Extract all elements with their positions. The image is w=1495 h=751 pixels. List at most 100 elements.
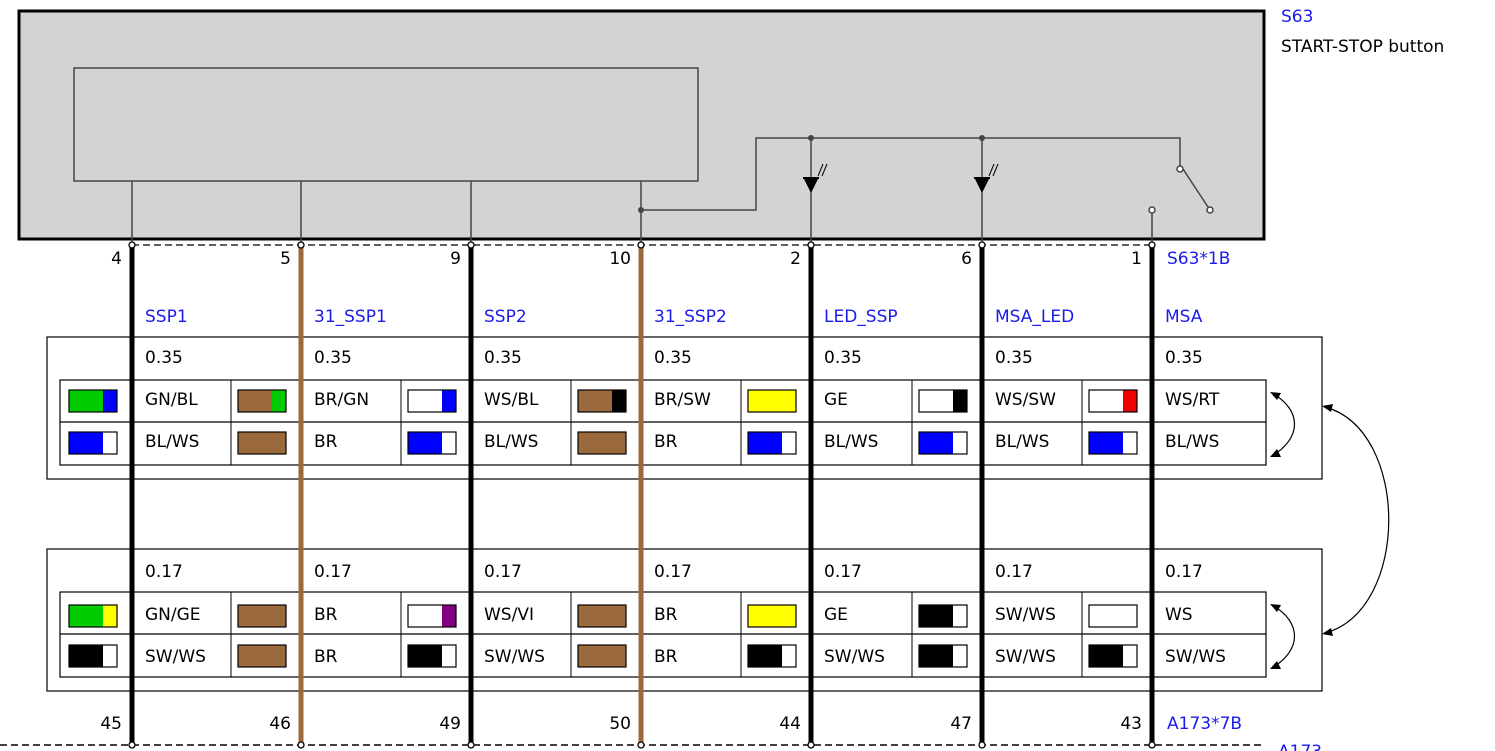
wire-color-swatch bbox=[577, 644, 627, 668]
pin-terminal bbox=[978, 241, 986, 249]
wire-size: 0.17 bbox=[995, 562, 1033, 582]
pin-number-top: 9 bbox=[450, 249, 461, 269]
pin-number-bottom: 47 bbox=[950, 714, 972, 734]
wire-size: 0.35 bbox=[995, 348, 1033, 368]
led-icon bbox=[974, 163, 999, 193]
wire-color-code: BL/WS bbox=[824, 432, 878, 452]
signal-name: SSP2 bbox=[484, 307, 527, 327]
wire-color-swatch bbox=[1088, 604, 1138, 628]
signal-name: MSA bbox=[1165, 307, 1203, 327]
connector-top-label: S63*1B bbox=[1167, 249, 1230, 269]
pin-number-top: 6 bbox=[961, 249, 972, 269]
pin-terminal bbox=[637, 741, 645, 749]
wire-color-swatch bbox=[68, 431, 118, 455]
wire-size: 0.17 bbox=[484, 562, 522, 582]
pin-number-top: 4 bbox=[111, 249, 122, 269]
wire-size: 0.35 bbox=[314, 348, 352, 368]
wire-color-code: WS/BL bbox=[484, 390, 539, 410]
component-name: START-STOP button bbox=[1281, 37, 1444, 57]
pin-terminal bbox=[297, 741, 305, 749]
wire-color-swatch bbox=[68, 389, 118, 413]
wire-color-swatch bbox=[747, 389, 797, 413]
pin-terminal bbox=[978, 741, 986, 749]
pin-number-bottom: 45 bbox=[100, 714, 122, 734]
wire-color-swatch bbox=[237, 389, 287, 413]
wire-layer: 4 45 SSP1 0.35 GN/BL BL/WS 0.17 GN/GE SW/WS 5 46 31… bbox=[68, 241, 1226, 749]
wire-color-code: BR bbox=[314, 605, 338, 625]
wire-color-swatch bbox=[237, 604, 287, 628]
control-module-box bbox=[73, 67, 699, 182]
wire-color-swatch bbox=[577, 431, 627, 455]
wire-size: 0.35 bbox=[484, 348, 522, 368]
wire-size: 0.35 bbox=[654, 348, 692, 368]
wire-size: 0.17 bbox=[654, 562, 692, 582]
wire-size: 0.17 bbox=[824, 562, 862, 582]
wire-color-swatch bbox=[237, 431, 287, 455]
wire-color-code: WS/RT bbox=[1165, 390, 1220, 410]
pin-number-bottom: 46 bbox=[269, 714, 291, 734]
wire-color-code: GE bbox=[824, 605, 848, 625]
wire-color-swatch bbox=[577, 604, 627, 628]
wire-color-swatch bbox=[407, 389, 457, 413]
wire-color-swatch bbox=[747, 644, 797, 668]
wire-color-code: SW/WS bbox=[1165, 647, 1226, 667]
wire-size: 0.17 bbox=[1165, 562, 1203, 582]
wire-size: 0.17 bbox=[314, 562, 352, 582]
wire-color-swatch bbox=[577, 389, 627, 413]
wire-color-swatch bbox=[747, 431, 797, 455]
pin-number-top: 5 bbox=[280, 249, 291, 269]
wire-color-code: BR bbox=[314, 647, 338, 667]
wire-color-code: WS/VI bbox=[484, 605, 534, 625]
wire-color-code: GE bbox=[824, 390, 848, 410]
wire-color-code: SW/WS bbox=[824, 647, 885, 667]
signal-name: MSA_LED bbox=[995, 307, 1074, 327]
wire-color-code: GN/GE bbox=[145, 605, 201, 625]
pin-terminal bbox=[297, 241, 305, 249]
pin-terminal bbox=[1148, 741, 1156, 749]
signal-name: 31_SSP1 bbox=[314, 307, 387, 327]
wire-color-code: SW/WS bbox=[995, 605, 1056, 625]
wire-color-swatch bbox=[407, 644, 457, 668]
arrow-heads bbox=[1270, 392, 1333, 669]
pin-number-top: 1 bbox=[1131, 249, 1142, 269]
wire-color-swatch bbox=[1088, 644, 1138, 668]
wire-color-swatch bbox=[918, 604, 968, 628]
pin-number-top: 2 bbox=[790, 249, 801, 269]
signal-name: 31_SSP2 bbox=[654, 307, 727, 327]
wire-color-code: BR/GN bbox=[314, 390, 369, 410]
pin-number-bottom: 44 bbox=[779, 714, 801, 734]
wire-color-code: WS/SW bbox=[995, 390, 1056, 410]
module-label: A173 bbox=[1278, 742, 1322, 751]
pin-number-bottom: 50 bbox=[609, 714, 631, 734]
wire-color-swatch bbox=[237, 644, 287, 668]
pin-number-bottom: 43 bbox=[1120, 714, 1142, 734]
wire-color-swatch bbox=[68, 644, 118, 668]
twist-arrows bbox=[1271, 392, 1390, 669]
pin-terminal bbox=[807, 241, 815, 249]
wire-color-code: BL/WS bbox=[484, 432, 538, 452]
wire-color-code: SW/WS bbox=[484, 647, 545, 667]
wire-color-swatch bbox=[747, 604, 797, 628]
wire-color-code: BR bbox=[654, 647, 678, 667]
pin-terminal bbox=[637, 241, 645, 249]
pin-terminal bbox=[467, 241, 475, 249]
wire-color-code: GN/BL bbox=[145, 390, 198, 410]
wire-size: 0.35 bbox=[1165, 348, 1203, 368]
wire-color-swatch bbox=[407, 604, 457, 628]
junction-dots bbox=[638, 135, 985, 213]
pin-number-top: 10 bbox=[609, 249, 631, 269]
pin-number-bottom: 49 bbox=[439, 714, 461, 734]
wire-color-code: BR bbox=[314, 432, 338, 452]
wire-color-code: WS bbox=[1165, 605, 1193, 625]
pin-terminal bbox=[807, 741, 815, 749]
wire-color-swatch bbox=[1088, 389, 1138, 413]
wire-color-swatch bbox=[68, 604, 118, 628]
wire-color-code: BL/WS bbox=[145, 432, 199, 452]
signal-name: LED_SSP bbox=[824, 307, 898, 327]
wire-color-code: BR bbox=[654, 605, 678, 625]
wire-color-swatch bbox=[918, 431, 968, 455]
pin-terminal bbox=[1148, 241, 1156, 249]
pin-terminal bbox=[467, 741, 475, 749]
wire-color-code: SW/WS bbox=[145, 647, 206, 667]
component-id: S63 bbox=[1281, 7, 1313, 27]
